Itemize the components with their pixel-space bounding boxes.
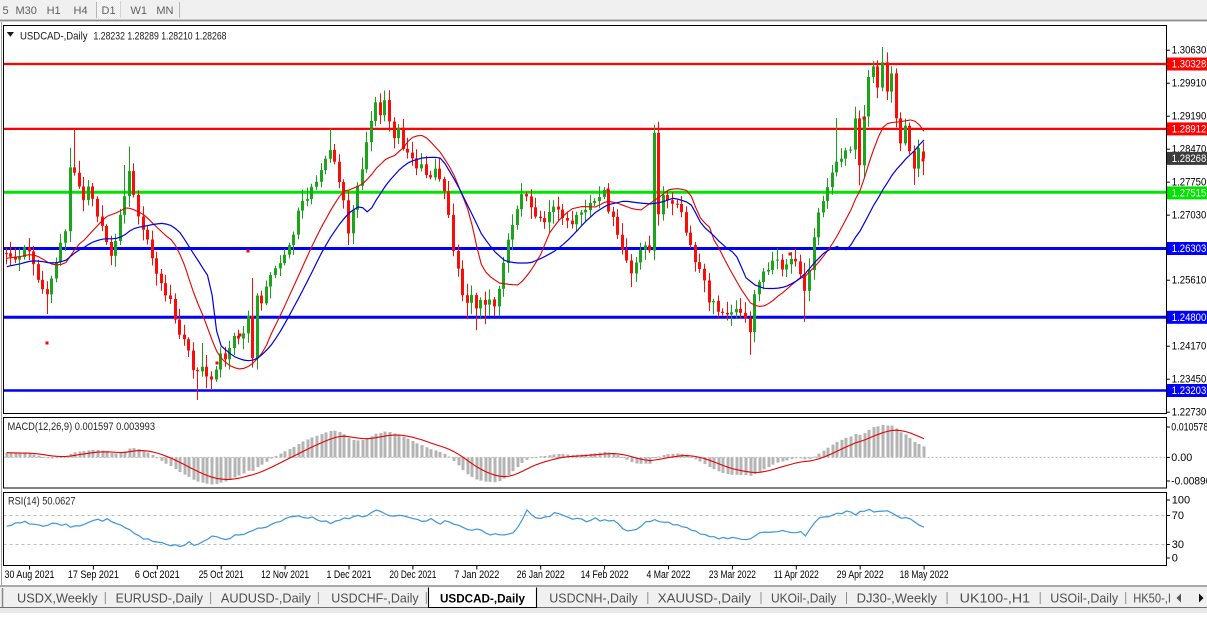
svg-text:0.010578: 0.010578 [1171, 422, 1207, 434]
svg-text:1 Dec 2021: 1 Dec 2021 [327, 569, 372, 581]
svg-text:HK50-,I: HK50-,I [1133, 592, 1171, 606]
svg-text:25 Oct 2021: 25 Oct 2021 [199, 569, 244, 581]
svg-text:1.23203: 1.23203 [1172, 385, 1207, 397]
svg-text:29 Apr 2022: 29 Apr 2022 [837, 569, 884, 581]
svg-text:23 Mar 2022: 23 Mar 2022 [709, 569, 756, 581]
svg-text:1.27515: 1.27515 [1172, 187, 1207, 199]
svg-text:1.28268: 1.28268 [1172, 153, 1207, 165]
svg-text:1.23450: 1.23450 [1172, 374, 1207, 386]
svg-text:DJ30-,Weekly: DJ30-,Weekly [857, 592, 938, 606]
svg-text:1.24170: 1.24170 [1172, 341, 1207, 353]
svg-text:1.28232 1.28289 1.28210 1.2826: 1.28232 1.28289 1.28210 1.28268 [94, 31, 227, 43]
svg-text:18 May 2022: 18 May 2022 [900, 569, 949, 581]
svg-text:-0.00896: -0.00896 [1171, 476, 1207, 488]
svg-text:MACD(12,26,9) 0.001597 0.00399: MACD(12,26,9) 0.001597 0.003993 [8, 421, 156, 433]
svg-text:30: 30 [1172, 539, 1184, 551]
svg-text:USDCHF-,Daily: USDCHF-,Daily [331, 592, 419, 606]
svg-text:UK100-,H1: UK100-,H1 [960, 592, 1030, 606]
svg-text:UKOil-,Daily: UKOil-,Daily [771, 592, 837, 606]
svg-text:1.30328: 1.30328 [1172, 59, 1207, 71]
svg-text:17 Sep 2021: 17 Sep 2021 [68, 569, 119, 581]
svg-text:XAUUSD-,Daily: XAUUSD-,Daily [658, 592, 752, 606]
svg-text:1.24800: 1.24800 [1172, 312, 1207, 324]
svg-text:USDX,Weekly: USDX,Weekly [17, 592, 98, 606]
svg-text:1.27750: 1.27750 [1172, 177, 1207, 189]
svg-text:USDCNH-,Daily: USDCNH-,Daily [549, 592, 638, 606]
svg-text:70: 70 [1172, 510, 1184, 522]
svg-text:EURUSD-,Daily: EURUSD-,Daily [116, 592, 204, 606]
svg-text:100: 100 [1172, 495, 1190, 507]
svg-text:1.28912: 1.28912 [1172, 123, 1207, 135]
svg-text:6 Oct 2021: 6 Oct 2021 [135, 569, 180, 581]
svg-text:1.29910: 1.29910 [1172, 78, 1207, 90]
svg-text:1.26303: 1.26303 [1172, 243, 1207, 255]
svg-text:USDCAD-,Daily: USDCAD-,Daily [440, 592, 525, 606]
svg-text:7 Jan 2022: 7 Jan 2022 [454, 569, 499, 581]
svg-text:USDCAD-,Daily: USDCAD-,Daily [20, 31, 88, 43]
svg-text:20 Dec 2021: 20 Dec 2021 [389, 569, 436, 581]
svg-text:1.27030: 1.27030 [1172, 210, 1207, 222]
svg-text:5: 5 [3, 5, 9, 17]
svg-text:H4: H4 [74, 5, 88, 17]
svg-text:M30: M30 [16, 5, 37, 17]
svg-text:USOil-,Daily: USOil-,Daily [1050, 592, 1119, 606]
svg-text:RSI(14) 50.0627: RSI(14) 50.0627 [8, 496, 76, 508]
svg-text:1.22730: 1.22730 [1172, 407, 1207, 419]
svg-text:12 Nov 2021: 12 Nov 2021 [261, 569, 309, 581]
svg-text:1.30630: 1.30630 [1172, 45, 1207, 57]
svg-text:AUDUSD-,Daily: AUDUSD-,Daily [221, 592, 312, 606]
svg-text:30 Aug 2021: 30 Aug 2021 [5, 569, 55, 581]
svg-text:4 Mar 2022: 4 Mar 2022 [647, 569, 691, 581]
svg-text:D1: D1 [102, 5, 116, 17]
svg-text:1.25610: 1.25610 [1172, 275, 1207, 287]
svg-text:H1: H1 [47, 5, 61, 17]
svg-text:11 Apr 2022: 11 Apr 2022 [774, 569, 819, 581]
svg-text:0.00: 0.00 [1171, 452, 1192, 464]
svg-text:26 Jan 2022: 26 Jan 2022 [517, 569, 565, 581]
svg-text:W1: W1 [131, 5, 148, 17]
svg-text:14 Feb 2022: 14 Feb 2022 [581, 569, 629, 581]
svg-text:1.29190: 1.29190 [1172, 111, 1207, 123]
svg-text:MN: MN [156, 5, 173, 17]
svg-text:0: 0 [1172, 553, 1178, 565]
